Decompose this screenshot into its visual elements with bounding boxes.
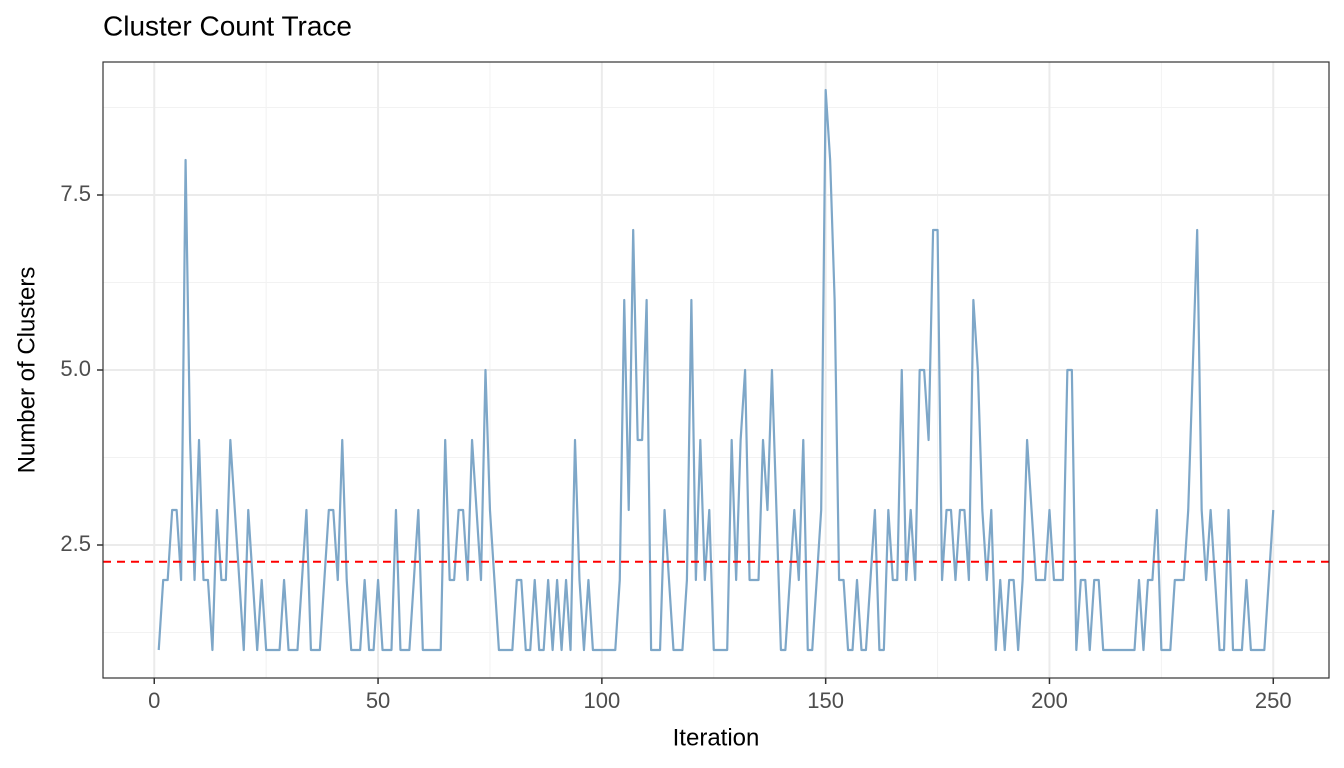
x-tick-label: 200 <box>1031 688 1068 713</box>
data-line <box>157 88 1275 652</box>
chart-title: Cluster Count Trace <box>103 10 352 41</box>
x-tick-label: 50 <box>366 688 390 713</box>
x-axis-label: Iteration <box>673 724 760 751</box>
x-tick-label: 100 <box>584 688 621 713</box>
y-tick-label: 2.5 <box>60 531 91 556</box>
y-axis-label: Number of Clusters <box>13 267 40 474</box>
y-tick-label: 5.0 <box>60 356 91 381</box>
x-tick-label: 0 <box>148 688 160 713</box>
plot-border <box>102 61 1330 679</box>
x-tick-label: 250 <box>1255 688 1292 713</box>
x-tick-label: 150 <box>807 688 844 713</box>
y-tick-label: 7.5 <box>60 181 91 206</box>
